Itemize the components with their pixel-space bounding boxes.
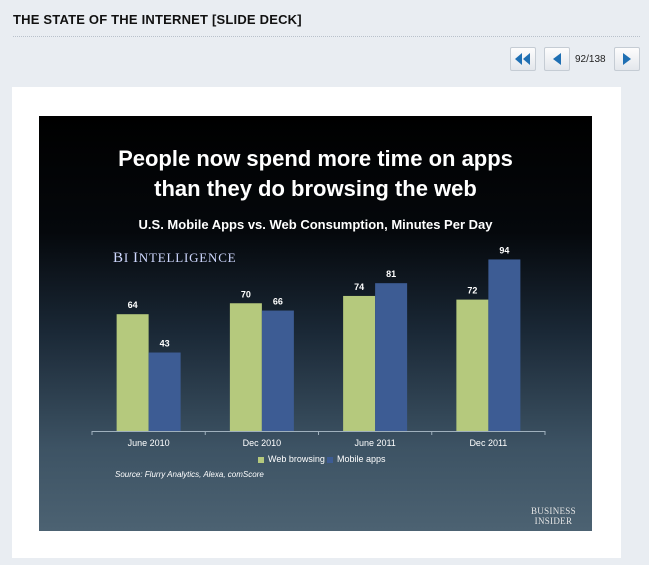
- legend-item-apps: Mobile apps: [327, 454, 386, 464]
- data-label: 74: [354, 282, 364, 292]
- double-left-arrow-icon: [515, 53, 530, 65]
- bar-web: [456, 299, 489, 431]
- data-label: 66: [273, 297, 283, 307]
- bar-web: [116, 314, 149, 431]
- business-insider-logo: BUSINESS INSIDER: [531, 506, 576, 526]
- bar-web: [343, 295, 376, 431]
- x-tick-label: June 2011: [354, 438, 395, 448]
- next-slide-button[interactable]: [614, 47, 640, 71]
- legend-label-apps: Mobile apps: [337, 454, 386, 464]
- data-label: 43: [160, 339, 170, 349]
- slide-counter: 92/138: [575, 54, 606, 65]
- right-arrow-icon: [623, 53, 631, 65]
- data-label: 81: [386, 269, 396, 279]
- first-slide-button[interactable]: [510, 47, 536, 71]
- bar-apps: [261, 310, 294, 431]
- legend-item-web: Web browsing: [258, 454, 325, 464]
- page-title: THE STATE OF THE INTERNET [SLIDE DECK]: [13, 12, 302, 27]
- source-note: Source: Flurry Analytics, Alexa, comScor…: [115, 470, 264, 479]
- data-label: 64: [128, 300, 138, 310]
- bi-intelligence-logo: BI INTELLIGENCE: [113, 250, 237, 266]
- legend-label-web: Web browsing: [268, 454, 325, 464]
- left-arrow-icon: [553, 53, 561, 65]
- data-label: 94: [499, 245, 509, 255]
- slide: People now spend more time on apps than …: [39, 116, 592, 531]
- title-divider: [13, 36, 640, 37]
- slide-headline: People now spend more time on apps than …: [118, 146, 513, 201]
- bar-apps: [375, 283, 408, 431]
- previous-slide-button[interactable]: [544, 47, 570, 71]
- legend-swatch-apps: [327, 456, 333, 463]
- x-tick-label: June 2010: [128, 438, 170, 448]
- bar-apps: [488, 259, 521, 431]
- bar-apps: [148, 352, 181, 431]
- legend-swatch-web: [258, 456, 264, 463]
- bar-web: [229, 303, 262, 431]
- data-label: 70: [241, 289, 251, 299]
- x-tick-label: Dec 2010: [243, 438, 282, 448]
- x-tick-label: Dec 2011: [469, 438, 507, 448]
- bar-chart: 64 43 June 2010 70 66 Dec 2010 74 81 June 2011 72…: [91, 245, 546, 448]
- data-label: 72: [467, 286, 477, 296]
- chart-title: U.S. Mobile Apps vs. Web Consumption, Mi…: [138, 217, 493, 232]
